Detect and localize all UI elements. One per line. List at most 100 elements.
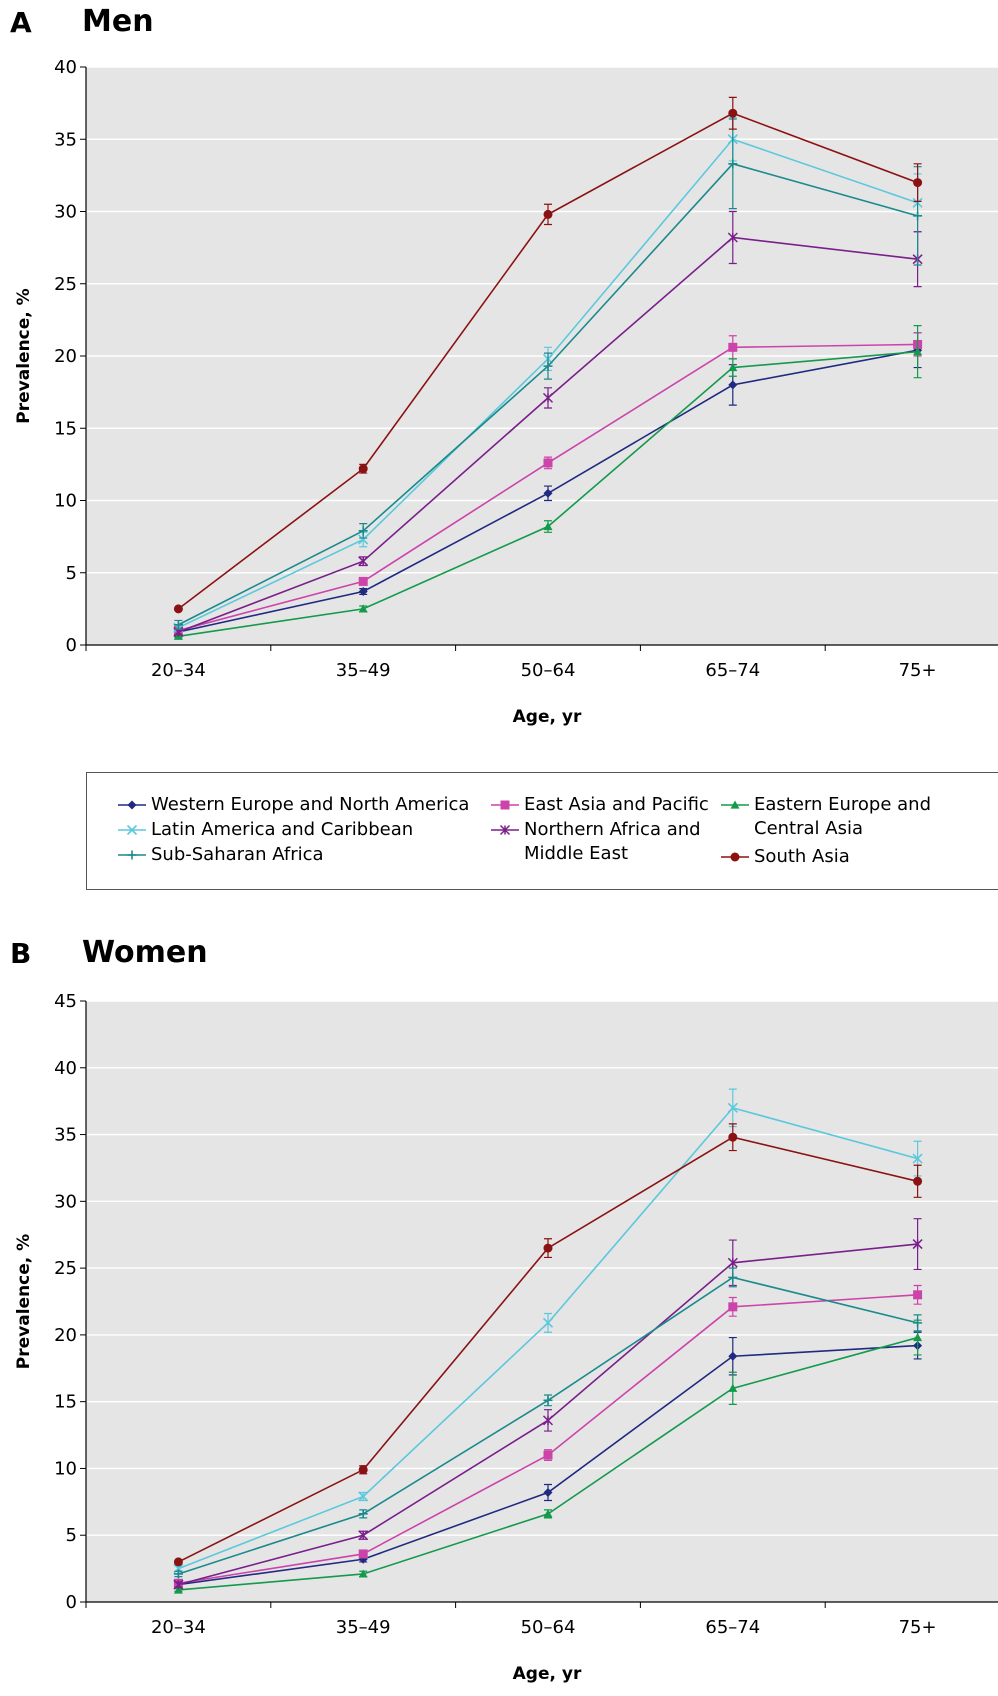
women-point-northern-africa-and-middle-east bbox=[912, 1239, 923, 1250]
men-series-eastern-europe-and-central-asia bbox=[173, 325, 923, 640]
panel-a-letter: A bbox=[10, 6, 32, 39]
women-point-sub-saharan-africa bbox=[173, 1569, 183, 1579]
women-x-tick-label: 50–64 bbox=[521, 1617, 576, 1638]
women-point-south-asia bbox=[543, 1243, 553, 1253]
men-point-eastern-europe-and-central-asia bbox=[728, 363, 738, 372]
women-y-tick-label: 40 bbox=[54, 1058, 77, 1079]
legend-swatch-marker bbox=[730, 800, 740, 809]
women-point-east-asia-and-pacific bbox=[913, 1290, 923, 1300]
women-x-tick-label: 35–49 bbox=[336, 1617, 391, 1638]
men-series-northern-africa-and-middle-east bbox=[173, 210, 923, 638]
men-point-sub-saharan-africa bbox=[913, 211, 923, 221]
legend: Western Europe and North America Latin Am… bbox=[86, 772, 998, 890]
men-point-south-asia bbox=[728, 108, 738, 118]
women-point-western-europe-and-north-america bbox=[728, 1351, 738, 1361]
men-y-tick-label: 20 bbox=[54, 346, 77, 367]
women-y-tick-label: 10 bbox=[54, 1458, 77, 1479]
legend-swatch-marker bbox=[127, 850, 137, 860]
women-point-eastern-europe-and-central-asia bbox=[543, 1509, 553, 1518]
legend-label: Sub-Saharan Africa bbox=[151, 844, 324, 865]
legend-label-line2: Central Asia bbox=[754, 818, 863, 839]
men-x-tick-label: 20–34 bbox=[151, 660, 206, 681]
men-x-tick-label: 75+ bbox=[899, 660, 937, 681]
women-x-tick-label: 20–34 bbox=[151, 1617, 206, 1638]
women-point-latin-america-and-caribbean bbox=[358, 1491, 369, 1502]
men-series-south-asia bbox=[173, 96, 923, 614]
legend-label: South Asia bbox=[754, 846, 850, 867]
women-y-tick-label: 45 bbox=[54, 991, 77, 1012]
men-y-tick-label: 35 bbox=[54, 129, 77, 150]
men-y-axis-title: Prevalence, % bbox=[14, 288, 34, 423]
women-series-south-asia bbox=[173, 1123, 923, 1567]
legend-label: Western Europe and North America bbox=[151, 794, 470, 815]
women-plot-area bbox=[85, 1000, 998, 1603]
legend-swatch bbox=[118, 850, 146, 860]
women-series-latin-america-and-caribbean bbox=[173, 1088, 923, 1574]
women-point-northern-africa-and-middle-east bbox=[358, 1530, 369, 1541]
men-point-east-asia-and-pacific bbox=[358, 576, 368, 586]
men-point-south-asia bbox=[913, 178, 923, 188]
women-point-latin-america-and-caribbean bbox=[542, 1317, 554, 1328]
men-point-south-asia bbox=[173, 604, 183, 614]
men-x-axis-title: Age, yr bbox=[513, 707, 582, 727]
legend-swatch bbox=[118, 824, 146, 836]
women-series-sub-saharan-africa bbox=[173, 1267, 923, 1579]
legend-label: East Asia and Pacific bbox=[524, 794, 709, 815]
women-y-tick-label: 5 bbox=[66, 1525, 77, 1546]
women-point-western-europe-and-north-america bbox=[543, 1487, 553, 1497]
women-point-sub-saharan-africa bbox=[728, 1272, 738, 1282]
men-series-sub-saharan-africa bbox=[173, 118, 923, 630]
men-point-sub-saharan-africa bbox=[543, 361, 553, 371]
panel-a-title: Men bbox=[82, 4, 154, 39]
legend-swatch-marker bbox=[126, 824, 138, 836]
women-point-south-asia bbox=[173, 1557, 183, 1567]
men-point-western-europe-and-north-america bbox=[728, 380, 738, 390]
women-point-south-asia bbox=[728, 1132, 738, 1142]
men-point-east-asia-and-pacific bbox=[728, 342, 738, 352]
legend-label: Northern Africa and bbox=[524, 819, 701, 840]
men-y-tick-label: 0 bbox=[66, 635, 77, 656]
panel-b-letter: B bbox=[10, 937, 32, 970]
legend-swatch-marker bbox=[500, 800, 510, 810]
men-point-eastern-europe-and-central-asia bbox=[913, 347, 923, 356]
legend-swatch bbox=[721, 800, 749, 809]
women-chart: 0 5 10 15 20 25 30 35 40 45 20–34 35–49 50–64 65–74 75… bbox=[14, 991, 998, 1684]
women-point-east-asia-and-pacific bbox=[543, 1450, 553, 1460]
panel-b-title: Women bbox=[82, 935, 208, 970]
women-point-sub-saharan-africa bbox=[543, 1395, 553, 1405]
men-point-western-europe-and-north-america bbox=[543, 488, 553, 498]
women-x-tick-label: 75+ bbox=[899, 1617, 937, 1638]
women-x-tick-label: 65–74 bbox=[705, 1617, 760, 1638]
women-y-tick-label: 0 bbox=[66, 1592, 77, 1613]
women-point-sub-saharan-africa bbox=[358, 1509, 368, 1519]
women-y-axis-title: Prevalence, % bbox=[14, 1234, 34, 1369]
men-x-tick-label: 65–74 bbox=[705, 660, 760, 681]
legend-swatch bbox=[721, 852, 749, 862]
women-point-latin-america-and-caribbean bbox=[912, 1153, 923, 1164]
women-x-axis-title: Age, yr bbox=[513, 1664, 582, 1684]
women-point-eastern-europe-and-central-asia bbox=[913, 1333, 923, 1342]
legend-swatch bbox=[491, 824, 519, 836]
women-y-tick-label: 25 bbox=[54, 1258, 77, 1279]
men-point-south-asia bbox=[358, 464, 368, 474]
women-point-eastern-europe-and-central-asia bbox=[173, 1585, 183, 1594]
men-point-eastern-europe-and-central-asia bbox=[358, 604, 368, 613]
women-point-south-asia bbox=[913, 1176, 923, 1186]
legend-swatch-marker bbox=[499, 824, 511, 836]
legend-swatch-marker bbox=[730, 852, 740, 862]
men-y-tick-label: 15 bbox=[54, 418, 77, 439]
women-y-tick-label: 30 bbox=[54, 1191, 77, 1212]
women-point-south-asia bbox=[358, 1465, 368, 1475]
women-point-eastern-europe-and-central-asia bbox=[728, 1383, 738, 1392]
legend-swatch bbox=[491, 800, 519, 810]
women-point-latin-america-and-caribbean bbox=[727, 1102, 738, 1113]
legend-label-line2: Middle East bbox=[524, 843, 629, 864]
men-point-sub-saharan-africa bbox=[728, 159, 738, 169]
women-y-tick-label: 20 bbox=[54, 1325, 77, 1346]
men-y-tick-label: 5 bbox=[66, 563, 77, 584]
men-y-tick-label: 40 bbox=[54, 57, 77, 78]
legend-label: Eastern Europe and bbox=[754, 794, 932, 815]
men-point-east-asia-and-pacific bbox=[543, 458, 553, 468]
men-point-northern-africa-and-middle-east bbox=[542, 392, 554, 403]
women-point-northern-africa-and-middle-east bbox=[542, 1415, 554, 1426]
